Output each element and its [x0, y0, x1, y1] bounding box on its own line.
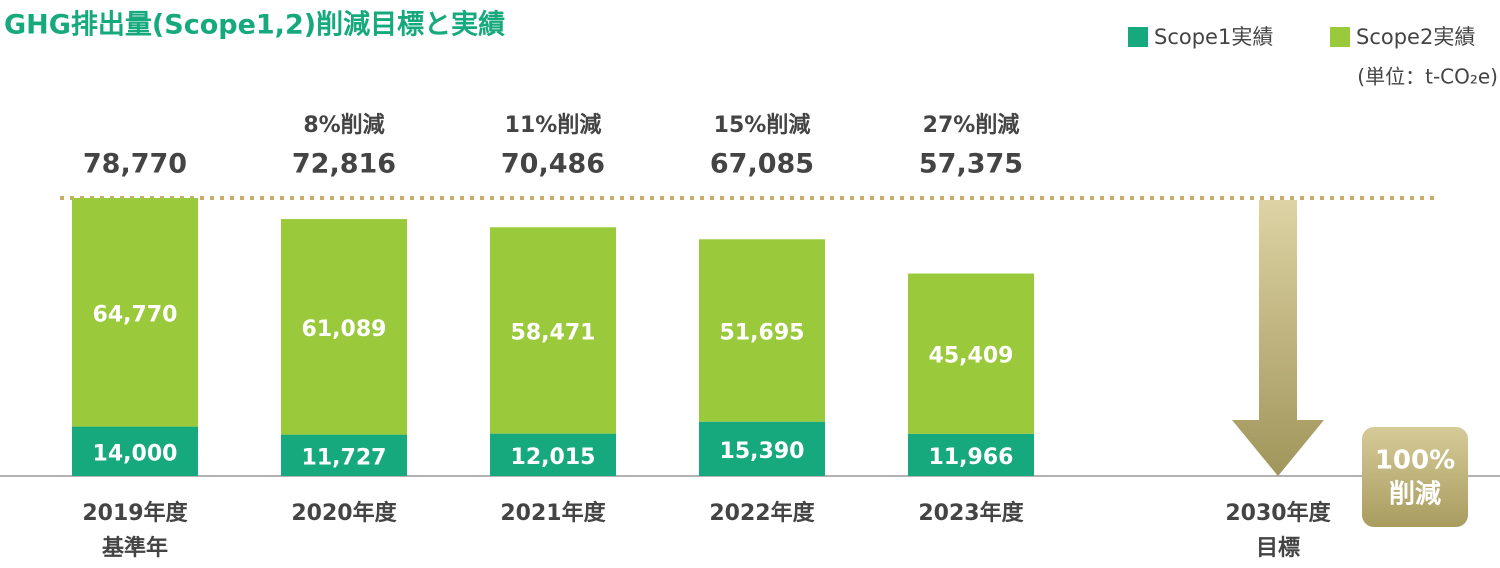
legend-swatch — [1330, 27, 1350, 47]
total-label: 70,486 — [501, 149, 605, 180]
bar-segment — [72, 198, 198, 427]
value-label: 11,966 — [929, 445, 1014, 470]
value-label: 12,015 — [511, 445, 596, 470]
bar-segment — [490, 227, 616, 434]
target-badge-label: 100% — [1375, 446, 1455, 476]
value-label: 15,390 — [720, 439, 805, 464]
x-tick-label: 2020年度 — [291, 500, 397, 526]
bar-segment — [72, 426, 198, 476]
bar-segment — [908, 273, 1034, 434]
x-tick-label: 2022年度 — [709, 500, 815, 526]
value-label: 14,000 — [93, 441, 178, 466]
target-arrow — [1232, 200, 1324, 477]
value-label: 45,409 — [929, 344, 1014, 369]
x-tick-sublabel: 基準年 — [102, 535, 168, 561]
target-badge-label: 削減 — [1389, 480, 1441, 510]
bar-segment — [281, 434, 407, 476]
reduction-label: 8%削減 — [303, 113, 384, 138]
bar-segment — [490, 433, 616, 476]
reduction-label: 15%削減 — [714, 113, 811, 138]
total-label: 57,375 — [919, 149, 1023, 180]
value-label: 51,695 — [720, 320, 805, 345]
target-badge — [1362, 427, 1468, 527]
x-tick-sublabel: 目標 — [1256, 536, 1300, 561]
x-tick-label: 2019年度 — [82, 500, 188, 526]
legend-label: Scope2実績 — [1356, 25, 1475, 49]
value-label: 58,471 — [511, 320, 596, 345]
x-tick-label: 2021年度 — [500, 500, 606, 526]
bar-segment — [699, 239, 825, 422]
total-label: 78,770 — [83, 149, 187, 180]
reduction-label: 11%削減 — [505, 113, 602, 138]
bar-segment — [908, 433, 1034, 476]
bar-segment — [281, 219, 407, 435]
value-label: 11,727 — [302, 445, 387, 470]
legend-swatch — [1128, 27, 1148, 47]
total-label: 72,816 — [292, 149, 396, 180]
value-label: 61,089 — [302, 317, 387, 342]
chart-title: GHG排出量(Scope1,2)削減目標と実績 — [4, 9, 505, 41]
value-label: 64,770 — [93, 302, 178, 327]
total-label: 67,085 — [710, 149, 814, 180]
reduction-label: 27%削減 — [923, 113, 1020, 138]
x-tick-label: 2023年度 — [918, 500, 1024, 526]
bar-segment — [699, 421, 825, 476]
unit-label: (単位：t-CO₂e) — [1357, 65, 1498, 89]
x-tick-label: 2030年度 — [1225, 500, 1331, 526]
legend-label: Scope1実績 — [1154, 25, 1273, 49]
